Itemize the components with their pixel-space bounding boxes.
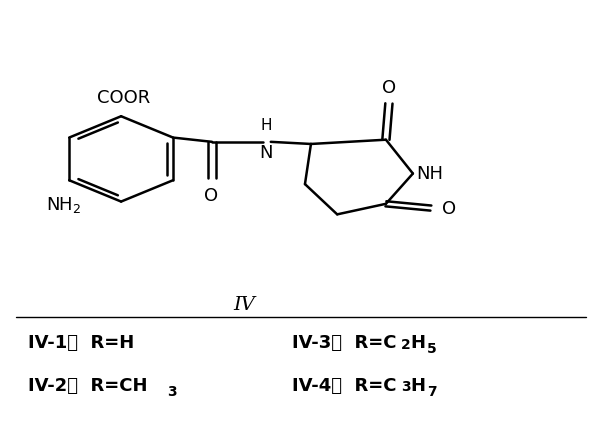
Text: NH$_2$: NH$_2$ <box>46 194 81 214</box>
Text: IV-1：  R=H: IV-1： R=H <box>28 334 134 352</box>
Text: O: O <box>441 200 456 217</box>
Text: IV-4：  R=C: IV-4： R=C <box>292 376 396 394</box>
Text: 3: 3 <box>167 384 177 398</box>
Text: IV-2：  R=CH: IV-2： R=CH <box>28 376 148 394</box>
Text: H: H <box>260 118 272 133</box>
Text: O: O <box>204 186 218 204</box>
Text: IV: IV <box>233 295 255 313</box>
Text: 5: 5 <box>427 341 437 355</box>
Text: H: H <box>410 334 425 352</box>
Text: NH: NH <box>416 164 443 182</box>
Text: 3: 3 <box>401 380 411 394</box>
Text: N: N <box>259 143 273 161</box>
Text: O: O <box>382 79 396 96</box>
Text: 2: 2 <box>401 337 411 351</box>
Text: H: H <box>410 376 425 394</box>
Text: 7: 7 <box>427 384 437 398</box>
Text: IV-3：  R=C: IV-3： R=C <box>292 334 396 352</box>
Text: COOR: COOR <box>97 89 151 106</box>
